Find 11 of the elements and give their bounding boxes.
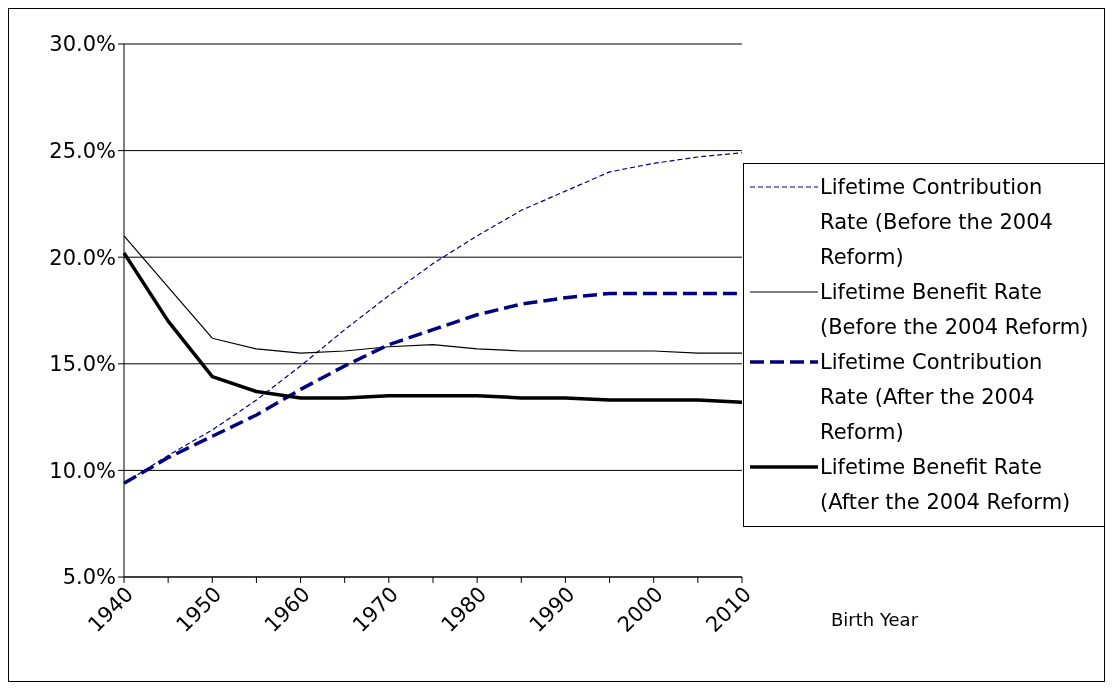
y-tick-label: 25.0% [49, 139, 116, 164]
y-tick-label: 5.0% [62, 565, 116, 590]
legend-label: Lifetime Benefit Rate (Before the 2004 Reform) [820, 279, 1090, 341]
legend-label: Lifetime Contribution Rate (After the 2004 Reform) [820, 349, 1044, 446]
y-tick-label: 10.0% [49, 458, 116, 483]
y-tick-label: 20.0% [49, 245, 116, 270]
y-tick-label: 30.0% [49, 32, 116, 57]
y-tick-label: 15.0% [49, 352, 116, 377]
legend-label: Lifetime Benefit Rate (After the 2004 Reform) [820, 454, 1072, 516]
x-axis-title: Birth Year [831, 609, 919, 630]
legend-label: Lifetime Contribution Rate (Before the 2004 Reform) [820, 174, 1054, 271]
